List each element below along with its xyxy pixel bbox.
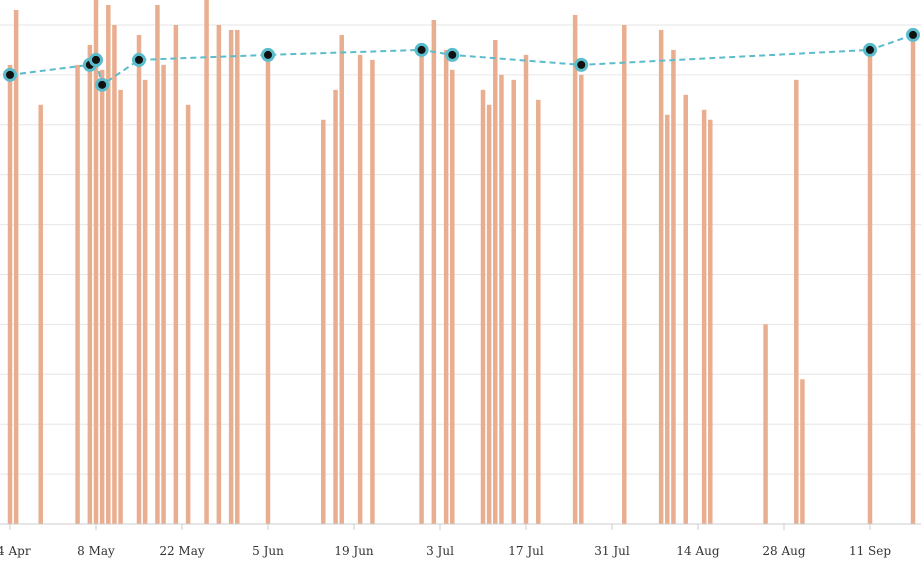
bar — [13, 9, 19, 525]
line-point — [906, 27, 920, 42]
bar — [357, 54, 363, 525]
bar — [658, 29, 664, 524]
bar — [910, 39, 916, 525]
line-point — [3, 67, 17, 82]
line-point — [89, 52, 103, 67]
line-point — [95, 77, 110, 92]
bar — [499, 74, 504, 525]
bar — [106, 4, 111, 525]
bar — [443, 49, 449, 525]
x-tick-label: 31 Jul — [594, 544, 630, 558]
bar — [265, 54, 271, 525]
line-point — [414, 42, 429, 57]
bar — [683, 94, 688, 524]
bar — [671, 49, 676, 525]
line-point — [863, 42, 877, 57]
bar — [665, 114, 670, 524]
bar — [536, 99, 541, 524]
bar — [185, 104, 191, 525]
bar — [87, 44, 93, 524]
bar — [112, 24, 117, 524]
bar — [419, 49, 424, 525]
bar — [622, 24, 627, 524]
line-series — [3, 27, 920, 92]
bar — [142, 79, 148, 524]
x-tick-label: 22 May — [159, 544, 205, 558]
x-tick-label: 24 Apr — [0, 544, 31, 558]
bar — [480, 89, 486, 524]
bar — [173, 24, 179, 524]
bar — [450, 69, 455, 525]
x-tick-label: 19 Jun — [334, 544, 374, 558]
bar — [708, 119, 713, 525]
bar — [75, 64, 80, 524]
bar — [228, 29, 234, 524]
bar — [93, 0, 99, 524]
bar — [155, 4, 160, 525]
bar — [118, 89, 123, 524]
bar — [204, 0, 209, 524]
bar-series — [7, 0, 916, 525]
x-tick-label: 3 Jul — [426, 544, 454, 558]
bar — [800, 379, 805, 524]
bar — [867, 44, 873, 524]
bar — [333, 89, 338, 524]
bar — [7, 64, 13, 524]
bar — [235, 29, 240, 524]
bar — [321, 119, 326, 525]
bar — [38, 104, 43, 525]
bar — [794, 79, 799, 524]
bar — [493, 39, 498, 525]
bar — [99, 69, 105, 525]
bar — [370, 59, 375, 524]
bar — [572, 14, 578, 524]
bar — [523, 54, 529, 525]
bar — [216, 24, 222, 524]
x-tick-label: 11 Sep — [849, 544, 891, 558]
x-tick-label: 14 Aug — [676, 544, 719, 558]
bar — [579, 74, 584, 525]
x-tick-label: 5 Jun — [252, 544, 284, 558]
bar — [431, 19, 437, 525]
bar — [339, 34, 344, 525]
bar — [486, 104, 492, 525]
line-point — [132, 52, 146, 67]
bar — [701, 109, 707, 524]
x-tick-label: 28 Aug — [762, 544, 805, 558]
line-point — [261, 47, 275, 62]
x-tick-label: 17 Jul — [508, 544, 544, 558]
bar — [763, 324, 768, 524]
line-point — [445, 47, 460, 62]
x-tick-label: 8 May — [77, 544, 115, 558]
bar — [136, 34, 142, 525]
bar — [161, 64, 166, 524]
bar — [511, 79, 516, 524]
line-point — [574, 57, 589, 72]
gridlines — [0, 24, 921, 475]
x-axis: 24 Apr 8 May 22 May 5 Jun 19 Jun 3 Jul 17 Jul 3… — [0, 523, 921, 558]
